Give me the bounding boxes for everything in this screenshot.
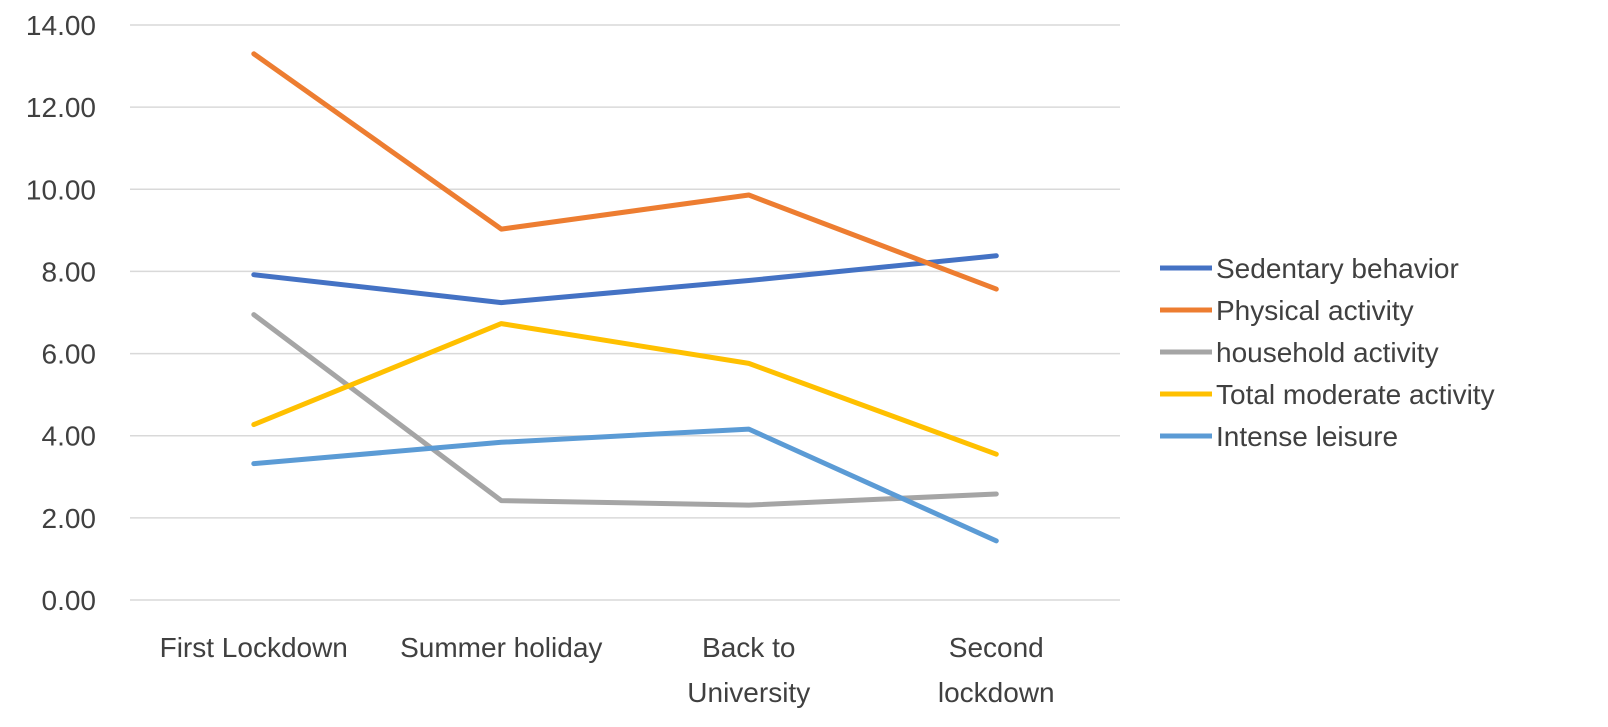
series-line-3 xyxy=(251,312,999,508)
x-category-label: Summer holiday xyxy=(400,632,602,663)
series-line-1 xyxy=(251,253,999,306)
x-category-label-line: Second xyxy=(949,632,1044,663)
series-lines xyxy=(251,51,999,544)
x-axis: First Lockdown Summer holiday Back to Unive… xyxy=(160,632,1055,708)
y-tick-label: 0.00 xyxy=(42,585,97,616)
y-tick-label: 4.00 xyxy=(42,421,97,452)
series-line-2 xyxy=(251,51,999,292)
x-category-label: Second lockdown xyxy=(938,632,1055,708)
x-category-label-line: First Lockdown xyxy=(160,632,348,663)
legend-label: Total moderate activity xyxy=(1216,379,1495,410)
series-line-4 xyxy=(251,321,999,457)
gridlines xyxy=(130,24,1120,601)
y-tick-label: 12.00 xyxy=(26,92,96,123)
legend-label: Physical activity xyxy=(1216,295,1414,326)
x-category-label-line: Summer holiday xyxy=(400,632,602,663)
y-tick-label: 6.00 xyxy=(42,339,97,370)
legend: Sedentary behavior Physical activity house… xyxy=(1160,253,1495,452)
y-axis-tick-labels: 0.00 2.00 4.00 6.00 8.00 10.00 12.00 14.00 xyxy=(26,10,96,616)
x-category-label-line: University xyxy=(687,677,810,708)
y-tick-label: 14.00 xyxy=(26,10,96,41)
y-tick-label: 10.00 xyxy=(26,174,96,205)
x-category-label: First Lockdown xyxy=(160,632,348,663)
x-category-label-line: lockdown xyxy=(938,677,1055,708)
y-tick-label: 2.00 xyxy=(42,503,97,534)
y-tick-label: 8.00 xyxy=(42,256,97,287)
legend-label: Intense leisure xyxy=(1216,421,1398,452)
legend-label: Sedentary behavior xyxy=(1216,253,1459,284)
x-category-label-line: Back to xyxy=(702,632,795,663)
x-category-label: Back to University xyxy=(687,632,810,708)
legend-label: household activity xyxy=(1216,337,1439,368)
series-line-5 xyxy=(251,426,999,544)
